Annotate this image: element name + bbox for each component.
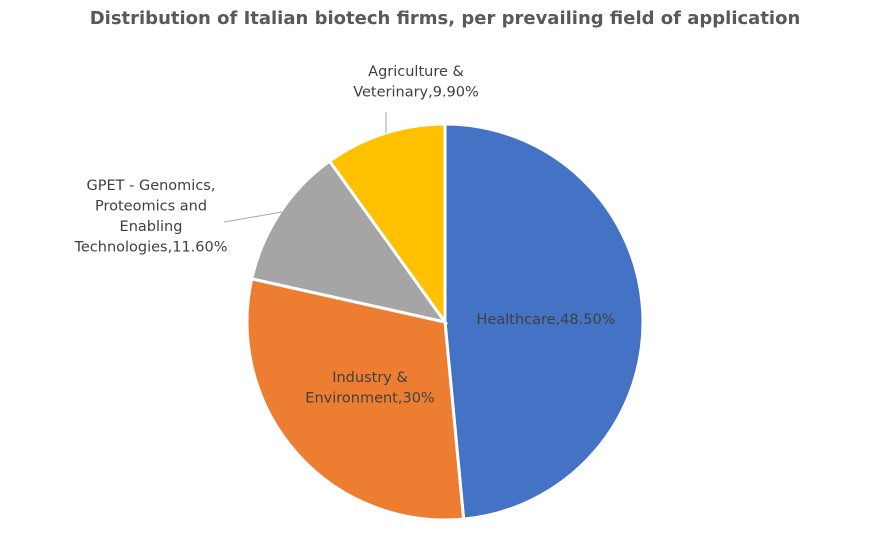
pie-slices bbox=[245, 122, 645, 522]
data-label-line: Agriculture & bbox=[368, 64, 464, 80]
label-leader-line bbox=[223, 211, 283, 223]
pie-slice-agriculture-veterinary bbox=[327, 122, 447, 327]
data-label: Healthcare,48.50% bbox=[477, 312, 616, 328]
data-label-line: GPET - Genomics, bbox=[87, 178, 216, 194]
data-label-line: Technologies,11.60% bbox=[73, 240, 227, 256]
pie-slice-healthcare bbox=[443, 122, 645, 521]
data-label: Industry & Environment,30% bbox=[305, 370, 434, 407]
pie-slice-industry-environment bbox=[245, 277, 466, 522]
data-label-line: Enabling bbox=[120, 219, 183, 235]
data-label-line: Industry & bbox=[332, 370, 408, 386]
data-label-line: Proteomics and bbox=[95, 199, 207, 215]
pie-labels: Healthcare,48.50% Industry & Environment,3… bbox=[73, 64, 615, 407]
data-label: Agriculture & Veterinary,9.90% bbox=[353, 64, 479, 101]
data-label-line: Environment,30% bbox=[305, 391, 434, 407]
chart-title: Distribution of Italian biotech firms, p… bbox=[90, 8, 801, 29]
data-label-line: Healthcare,48.50% bbox=[477, 312, 616, 328]
data-label: GPET - Genomics, Proteomics and Enabling Te… bbox=[73, 178, 227, 256]
data-label-line: Veterinary,9.90% bbox=[353, 85, 479, 101]
